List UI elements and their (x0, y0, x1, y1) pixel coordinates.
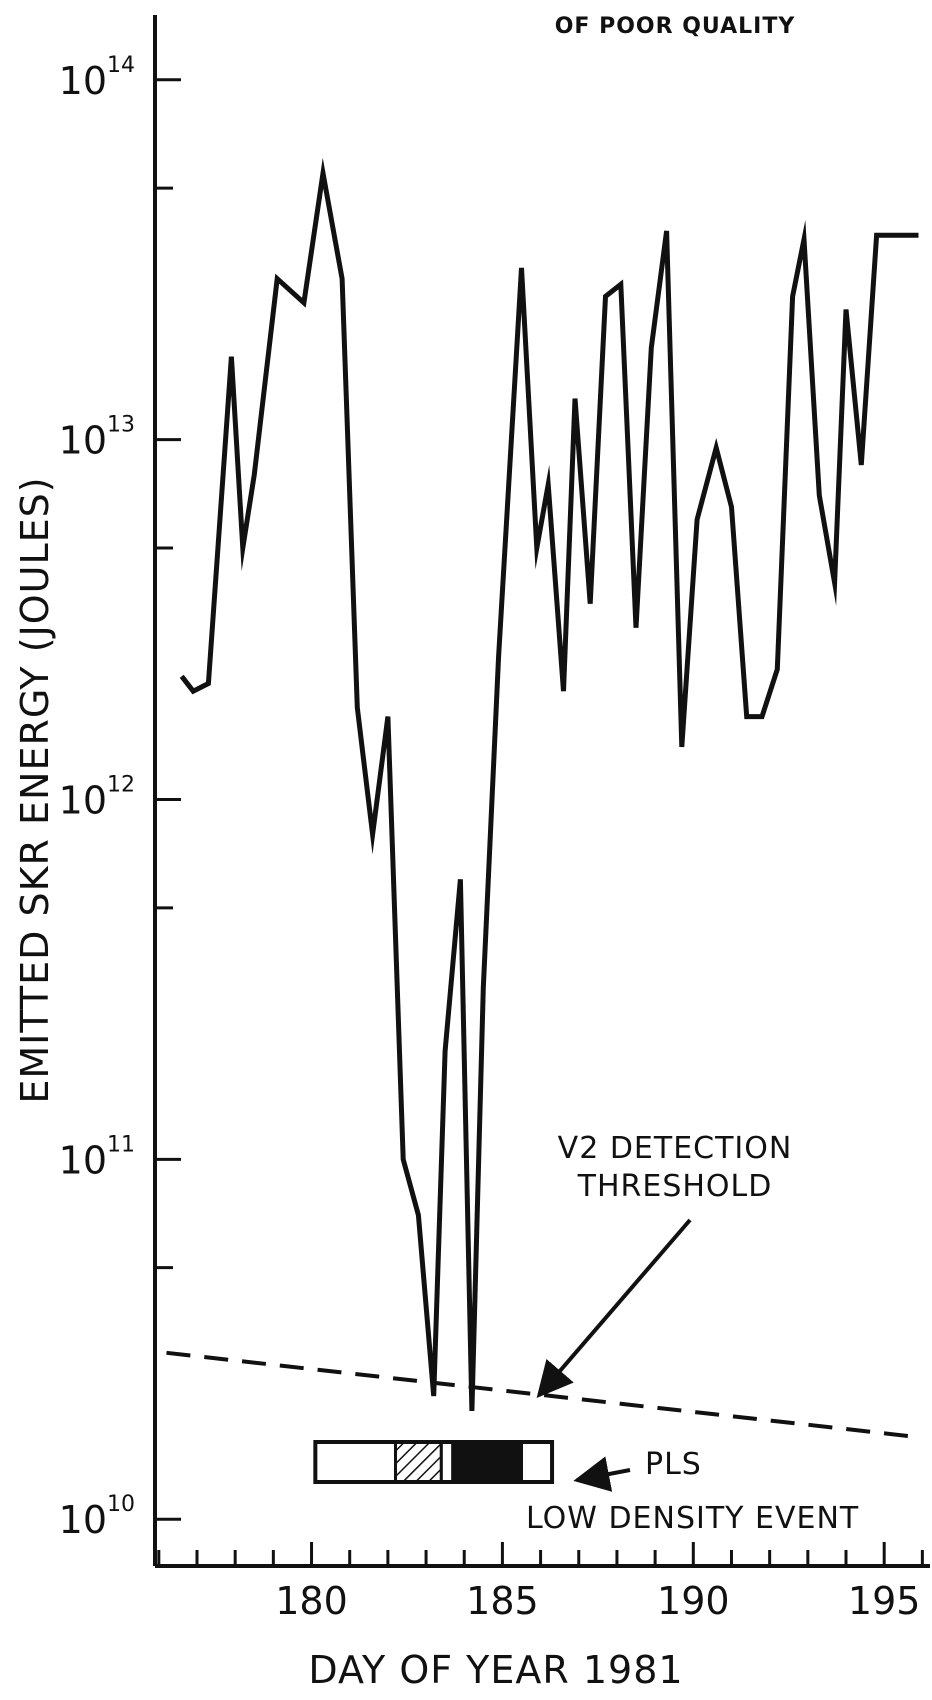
x-tick-label: 180 (275, 1579, 348, 1623)
threshold-annotation-line-2: THRESHOLD (577, 1169, 773, 1204)
x-tick-label: 190 (657, 1579, 730, 1623)
event-bar-segment-solid (451, 1440, 524, 1484)
x-axis-label: DAY OF YEAR 1981 (308, 1648, 683, 1692)
series-group (166, 157, 919, 1439)
y-tick-label: 1012 (59, 772, 135, 822)
y-axis-ticks: 1010 1011 1012 1013 1014 (59, 53, 181, 1542)
event-bar-segment-none (313, 1440, 398, 1484)
x-tick-label: 195 (848, 1579, 921, 1623)
event-bar-segment-none (520, 1440, 554, 1484)
x-axis-ticks: 180 185 190 195 (157, 1542, 924, 1623)
y-tick-label: 1010 (59, 1492, 135, 1542)
quality-note: OF POOR QUALITY (555, 14, 796, 39)
event-bar-outline (313, 1440, 555, 1484)
pls-annotation-line-2: LOW DENSITY EVENT (526, 1501, 859, 1536)
y-tick-label: 1014 (59, 53, 135, 103)
event-bar-segment-hatched (394, 1440, 443, 1484)
pls-arrow (573, 1456, 631, 1492)
threshold-line (166, 1350, 912, 1439)
pls-event-bar (313, 1440, 555, 1484)
pls-annotation-line-1: PLS (645, 1447, 702, 1482)
skr-energy-line (179, 157, 919, 1411)
y-tick-label: 1013 (59, 413, 135, 463)
event-bar-segment-none (439, 1440, 455, 1484)
y-tick-label: 1011 (59, 1132, 135, 1182)
x-tick-label: 185 (466, 1579, 539, 1623)
axes (153, 15, 930, 1568)
threshold-arrow (536, 1218, 692, 1398)
threshold-annotation-line-1: V2 DETECTION (558, 1131, 793, 1166)
y-axis-label: EMITTED SKR ENERGY (JOULES) (13, 476, 57, 1103)
